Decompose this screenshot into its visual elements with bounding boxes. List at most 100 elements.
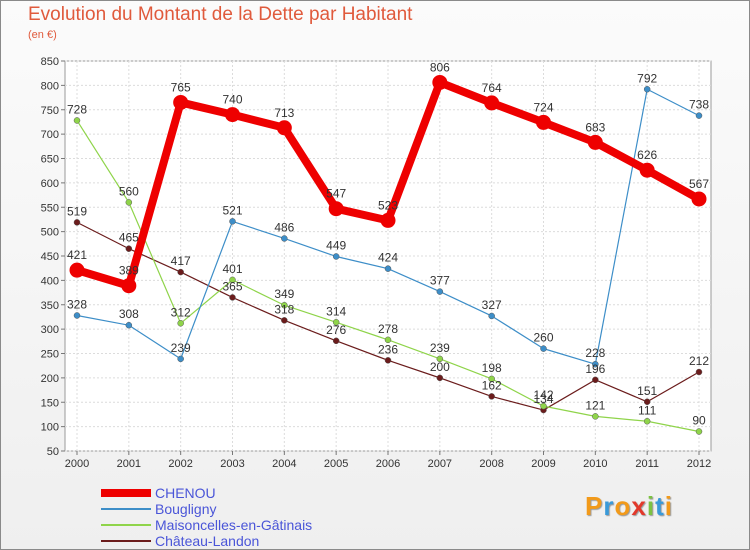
data-point <box>592 376 599 384</box>
data-label: 121 <box>585 398 605 412</box>
data-point <box>592 360 599 368</box>
data-label: 806 <box>430 60 450 74</box>
series-layer <box>69 74 707 435</box>
data-label: 314 <box>326 304 346 318</box>
data-label: 198 <box>482 361 502 375</box>
data-label: 417 <box>171 254 191 268</box>
data-label: 365 <box>222 279 242 293</box>
data-label: 765 <box>171 80 191 94</box>
data-point <box>177 320 184 327</box>
data-label: 196 <box>585 362 605 376</box>
y-tick-label: 150 <box>41 397 59 409</box>
data-label: 239 <box>171 341 191 355</box>
data-point <box>643 86 651 93</box>
y-tick-label: 250 <box>41 349 59 361</box>
proxiti-logo: Proxiti <box>585 491 673 522</box>
data-label: 424 <box>378 251 398 265</box>
chart-title: Evolution du Montant de la Dette par Hab… <box>28 4 413 25</box>
data-label: 547 <box>326 187 346 201</box>
x-tick-label: 2011 <box>635 458 659 470</box>
logo-letter: o <box>614 491 632 521</box>
legend-item: Maisoncelles-en-Gâtinais <box>101 517 312 533</box>
data-point <box>73 312 81 319</box>
data-label: 111 <box>638 403 657 417</box>
data-label-layer: 519 465 417 365 318 276 236 200 162 134 196 151 212 7… <box>67 60 709 427</box>
legend: CHENOU Bougligny Maisoncelles-en-Gâtinais C… <box>101 485 312 549</box>
data-label: 327 <box>482 298 502 312</box>
y-tick-label: 100 <box>41 422 59 434</box>
data-label: 740 <box>222 93 242 107</box>
legend-swatch <box>101 524 151 526</box>
x-tick-label: 2012 <box>687 458 711 470</box>
data-label: 792 <box>637 71 657 85</box>
data-point <box>592 413 599 420</box>
x-tick-label: 2001 <box>117 458 141 470</box>
data-label: 713 <box>274 106 294 120</box>
data-point <box>380 212 396 228</box>
data-point <box>695 112 703 119</box>
data-point <box>281 317 288 324</box>
legend-swatch <box>101 489 151 497</box>
data-label: 142 <box>533 388 553 402</box>
data-point <box>125 321 133 329</box>
data-label: 212 <box>689 354 709 368</box>
x-tick-label: 2003 <box>220 458 244 470</box>
logo-letter: x <box>631 491 647 521</box>
y-tick-label: 400 <box>41 275 59 287</box>
data-label: 486 <box>274 220 294 234</box>
y-tick-label: 850 <box>41 56 59 68</box>
data-label: 162 <box>482 378 502 392</box>
data-point <box>695 428 703 435</box>
data-label: 236 <box>378 342 398 356</box>
legend-label: Bougligny <box>155 501 217 517</box>
data-point <box>695 368 703 376</box>
y-tick-label: 700 <box>41 129 59 141</box>
axis-layer: 50 100 150 200 250 300 350 400 450 500 550 600 650 70… <box>41 56 712 470</box>
data-label: 328 <box>67 297 87 311</box>
x-tick-label: 2006 <box>376 458 400 470</box>
data-point <box>643 418 651 425</box>
data-point <box>229 218 236 225</box>
y-tick-label: 350 <box>41 300 59 312</box>
data-point <box>384 265 392 272</box>
y-tick-label: 300 <box>41 324 59 336</box>
data-label: 728 <box>67 102 87 116</box>
x-tick-label: 2000 <box>65 458 89 470</box>
y-tick-label: 50 <box>47 446 59 458</box>
legend-item: Bougligny <box>101 501 312 517</box>
legend-item: CHENOU <box>101 485 312 501</box>
data-label: 228 <box>585 346 605 360</box>
legend-label: CHENOU <box>155 485 216 501</box>
x-tick-label: 2010 <box>583 458 607 470</box>
data-point <box>332 319 340 326</box>
y-tick-label: 600 <box>41 178 59 190</box>
data-point <box>229 294 236 301</box>
x-tick-label: 2005 <box>324 458 348 470</box>
data-label: 134 <box>533 392 553 406</box>
data-point <box>436 355 444 363</box>
data-label: 401 <box>222 262 242 276</box>
y-tick-label: 750 <box>41 105 59 117</box>
data-point <box>436 374 444 382</box>
data-point <box>432 74 448 90</box>
data-point <box>691 191 707 207</box>
data-point <box>73 117 81 124</box>
legend-label: Château-Landon <box>155 533 260 549</box>
data-point <box>125 199 133 206</box>
data-point <box>540 402 547 410</box>
data-label: 239 <box>430 341 450 355</box>
data-label: 519 <box>67 204 87 218</box>
data-point <box>639 162 655 178</box>
data-label: 683 <box>585 120 605 134</box>
data-label: 560 <box>119 184 139 198</box>
legend-label: Maisoncelles-en-Gâtinais <box>155 517 313 533</box>
data-label: 521 <box>222 203 242 217</box>
data-label: 312 <box>171 305 191 319</box>
x-tick-label: 2004 <box>272 458 296 470</box>
data-point <box>384 357 392 364</box>
y-tick-label: 200 <box>41 373 59 385</box>
data-point <box>276 120 292 136</box>
data-label: 523 <box>378 198 398 212</box>
data-point <box>328 201 344 217</box>
